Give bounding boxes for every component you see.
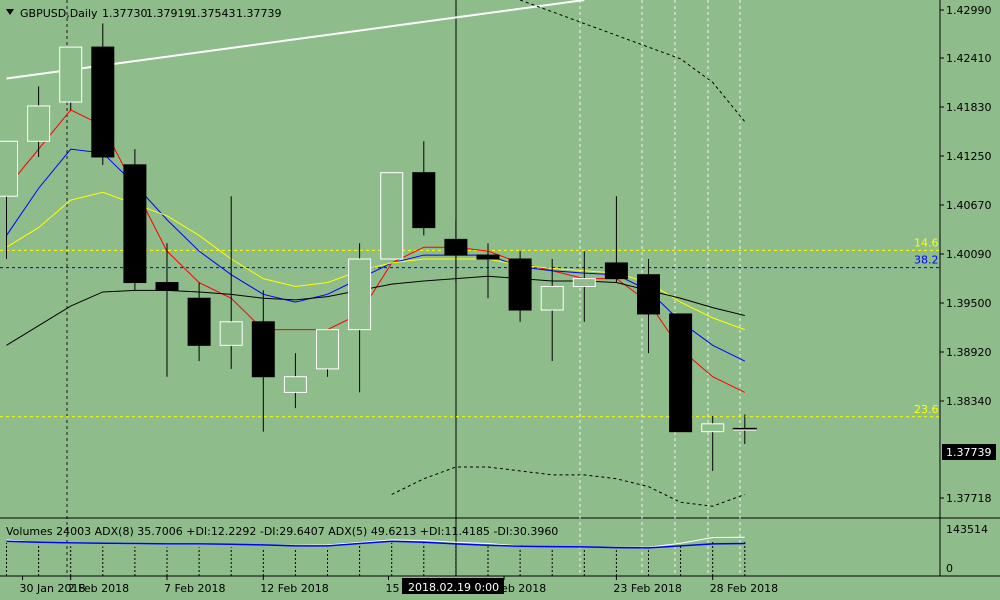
crosshair-date-box	[402, 578, 504, 594]
price-tick-label: 1.41830	[946, 101, 992, 114]
candle-bear	[412, 172, 436, 229]
candle-bear	[508, 258, 532, 311]
candle-bear	[637, 274, 660, 315]
adx-blue-line	[6, 540, 745, 549]
ohlc-high: 1.37919	[146, 7, 192, 20]
date-tick-label: 2 Feb 2018	[68, 582, 129, 595]
candle-bear	[444, 238, 468, 256]
symbol-dropdown-icon[interactable]	[6, 9, 14, 15]
symbol-label: GBPUSD,Daily	[20, 7, 98, 20]
date-tick-label: 12 Feb 2018	[260, 582, 328, 595]
candle-bull	[283, 376, 307, 393]
candle-bear	[91, 46, 115, 158]
level-label: 14.6	[914, 236, 939, 249]
volume-tick-label: 143514	[946, 523, 988, 536]
current-price-box	[942, 444, 996, 460]
candle-bear	[476, 254, 500, 260]
envelope-upper-line	[519, 0, 746, 122]
ohlc-low: 1.37543	[190, 7, 236, 20]
candle-bull	[572, 278, 596, 287]
price-tick-label: 1.38340	[946, 395, 992, 408]
ohlc-open: 1.37730	[102, 7, 148, 20]
date-tick-label: 23 Feb 2018	[613, 582, 681, 595]
price-tick-label: 1.40670	[946, 199, 992, 212]
date-tick-label: 15	[385, 582, 399, 595]
candle-bull	[540, 285, 564, 311]
level-label: 23.6	[914, 403, 939, 416]
candle-bull	[59, 46, 83, 103]
candle-bear	[251, 321, 275, 378]
price-tick-label: 1.38920	[946, 346, 992, 359]
date-tick-label: 28 Feb 2018	[710, 582, 778, 595]
indicator-label: Volumes 24003 ADX(8) 35.7006 +DI:12.2292…	[6, 525, 558, 538]
candle-bear	[604, 262, 628, 280]
crosshair-date-label: 2018.02.19 0:00	[408, 581, 499, 594]
candle-bear	[187, 297, 211, 346]
candle-bull	[316, 329, 339, 370]
volume-panel	[6, 536, 746, 576]
price-tick-label: 1.39500	[946, 297, 992, 310]
price-tick-label: 1.42410	[946, 52, 992, 65]
candle-bull	[348, 258, 372, 331]
price-tick-label: 1.37718	[946, 492, 992, 505]
volume-tick-label: 0	[946, 562, 953, 575]
candle-bear	[123, 164, 147, 284]
candle-bear	[669, 313, 693, 433]
price-tick-label: 1.42990	[946, 4, 992, 17]
date-tick-label: 7 Feb 2018	[164, 582, 225, 595]
price-tick-label: 1.40090	[946, 248, 992, 261]
candle-bull	[380, 172, 404, 260]
date-tick-label: 30 Jan 2018	[20, 582, 86, 595]
date-tick-label: eb 2018	[501, 582, 546, 595]
candle-bull	[701, 423, 725, 433]
level-label: 38.2	[914, 254, 939, 267]
candle-bear	[155, 282, 179, 291]
current-price-label: 1.37739	[946, 446, 992, 459]
candles-layer	[0, 23, 757, 471]
candle-bull	[27, 105, 51, 142]
ohlc-close: 1.37739	[236, 7, 282, 20]
envelope-lower-line	[391, 466, 745, 507]
moving-average-line	[6, 275, 745, 346]
candle-bull	[219, 321, 243, 346]
price-tick-label: 1.41250	[946, 150, 992, 163]
candle-bull	[0, 140, 18, 197]
